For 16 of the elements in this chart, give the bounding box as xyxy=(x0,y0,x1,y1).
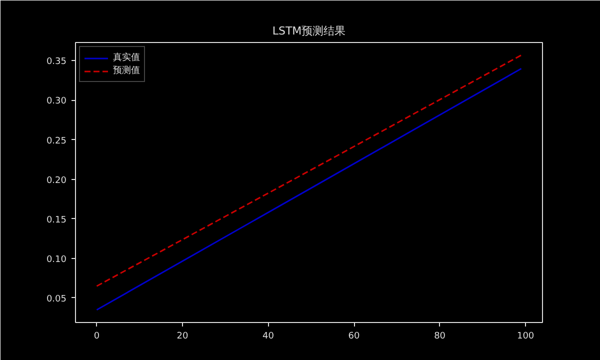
chart-title: LSTM预测结果 xyxy=(272,24,346,38)
legend-label: 真实值 xyxy=(113,52,140,64)
y-tick-label: 0.25 xyxy=(46,136,67,146)
y-tick-label: 0.35 xyxy=(46,57,67,68)
x-tick-label: 20 xyxy=(176,332,188,342)
y-tick-label: 0.20 xyxy=(46,176,67,186)
x-tick-label: 80 xyxy=(434,332,446,342)
y-tick-label: 0.30 xyxy=(46,96,67,107)
y-tick-label: 0.05 xyxy=(46,294,67,304)
x-tick-label: 0 xyxy=(94,332,100,342)
x-tick-label: 60 xyxy=(348,332,360,342)
y-tick-label: 0.10 xyxy=(46,254,67,265)
x-tick-label: 40 xyxy=(262,332,274,342)
x-tick-label: 100 xyxy=(516,332,534,342)
legend-label: 预测值 xyxy=(113,64,140,77)
y-tick-label: 0.15 xyxy=(46,215,67,226)
